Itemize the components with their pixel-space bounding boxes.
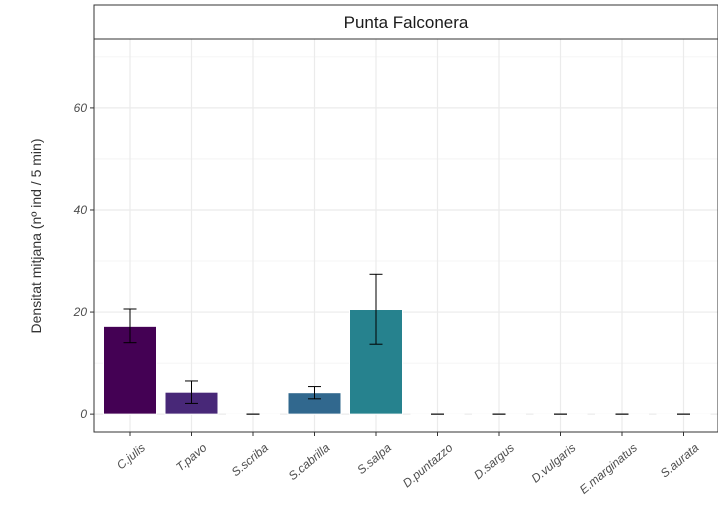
x-tick-label: S.cabrilla xyxy=(286,440,333,483)
x-tick-label: C.julis xyxy=(114,441,148,473)
grid-lines xyxy=(94,39,718,432)
error-bar-t-pavo xyxy=(185,380,198,404)
y-axis: 0 20 40 60 xyxy=(73,101,94,421)
y-tick-label: 20 xyxy=(73,305,88,319)
x-tick-label: T.pavo xyxy=(173,440,210,474)
error-bar-c-julis xyxy=(123,308,137,344)
error-bar-s-salpa xyxy=(369,273,383,345)
x-tick-label: E.marginatus xyxy=(577,441,640,497)
facet-strip xyxy=(93,4,718,40)
y-tick-label: 60 xyxy=(74,101,88,115)
x-axis: C.julis T.pavo S.scriba S.cabrilla S.salpa D.… xyxy=(114,432,702,497)
y-tick-label: 40 xyxy=(74,203,88,217)
y-axis-label: Densitat mitjana (nº ind / 5 min) xyxy=(28,139,44,334)
x-tick-label: D.vulgaris xyxy=(529,441,579,486)
x-tick-label: D.puntazzo xyxy=(400,440,456,490)
facet-title: Punta Falconera xyxy=(344,13,469,32)
x-tick-label: S.salpa xyxy=(354,440,394,477)
x-tick-label: S.scriba xyxy=(229,440,271,479)
y-tick-label: 0 xyxy=(80,407,87,421)
error-bars-layer xyxy=(123,273,690,415)
x-tick-label: S.aurata xyxy=(658,440,702,480)
plot-panel-background xyxy=(94,39,718,432)
error-bar-s-cabrilla xyxy=(308,386,321,400)
x-tick-label: D.sargus xyxy=(471,441,517,483)
